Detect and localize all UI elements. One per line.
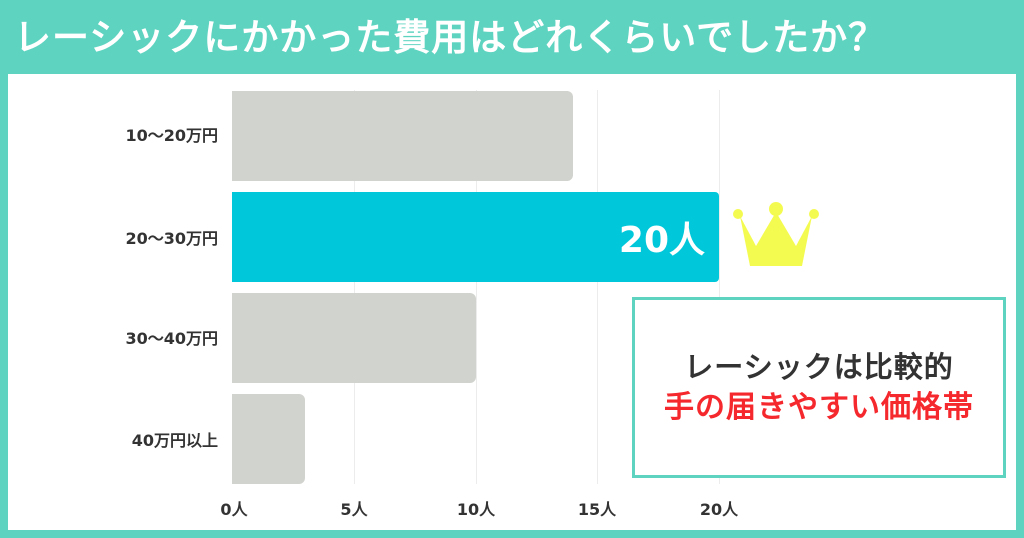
- x-tick: 0人: [220, 500, 248, 519]
- chart-title: レーシックにかかった費用はどれくらいでしたか？: [14, 16, 887, 59]
- gridline-10: [476, 90, 477, 484]
- bar-30-40: [232, 293, 476, 383]
- bar-40-plus: [232, 394, 305, 484]
- callout-emphasis-text: 手の届きやすい価格帯: [664, 389, 974, 425]
- x-tick: 20人: [699, 500, 739, 519]
- crown-icon: [733, 202, 819, 266]
- category-label: 20〜30万円: [125, 229, 218, 248]
- bar-20-30: 20人: [232, 192, 719, 282]
- callout-box: レーシックは比較的 手の届きやすい価格帯: [632, 297, 1006, 478]
- gridline-5: [354, 90, 355, 484]
- callout-text: レーシックは比較的: [684, 349, 954, 384]
- category-label: 10〜20万円: [125, 126, 218, 145]
- bar-10-20: [232, 91, 573, 181]
- gridline-15: [597, 90, 598, 484]
- gridline-20: [719, 90, 720, 484]
- x-tick: 10人: [456, 500, 496, 519]
- category-label: 30〜40万円: [125, 329, 218, 348]
- chart-panel: 10〜20万円 20〜30万円 30〜40万円 40万円以上 20人 0人 5人…: [8, 74, 1016, 530]
- bar-value-label: 20人: [618, 220, 705, 261]
- plot-area: 10〜20万円 20〜30万円 30〜40万円 40万円以上 20人 0人 5人…: [8, 74, 1016, 530]
- x-tick: 5人: [340, 500, 368, 519]
- x-tick: 15人: [577, 500, 617, 519]
- category-label: 40万円以上: [131, 431, 218, 450]
